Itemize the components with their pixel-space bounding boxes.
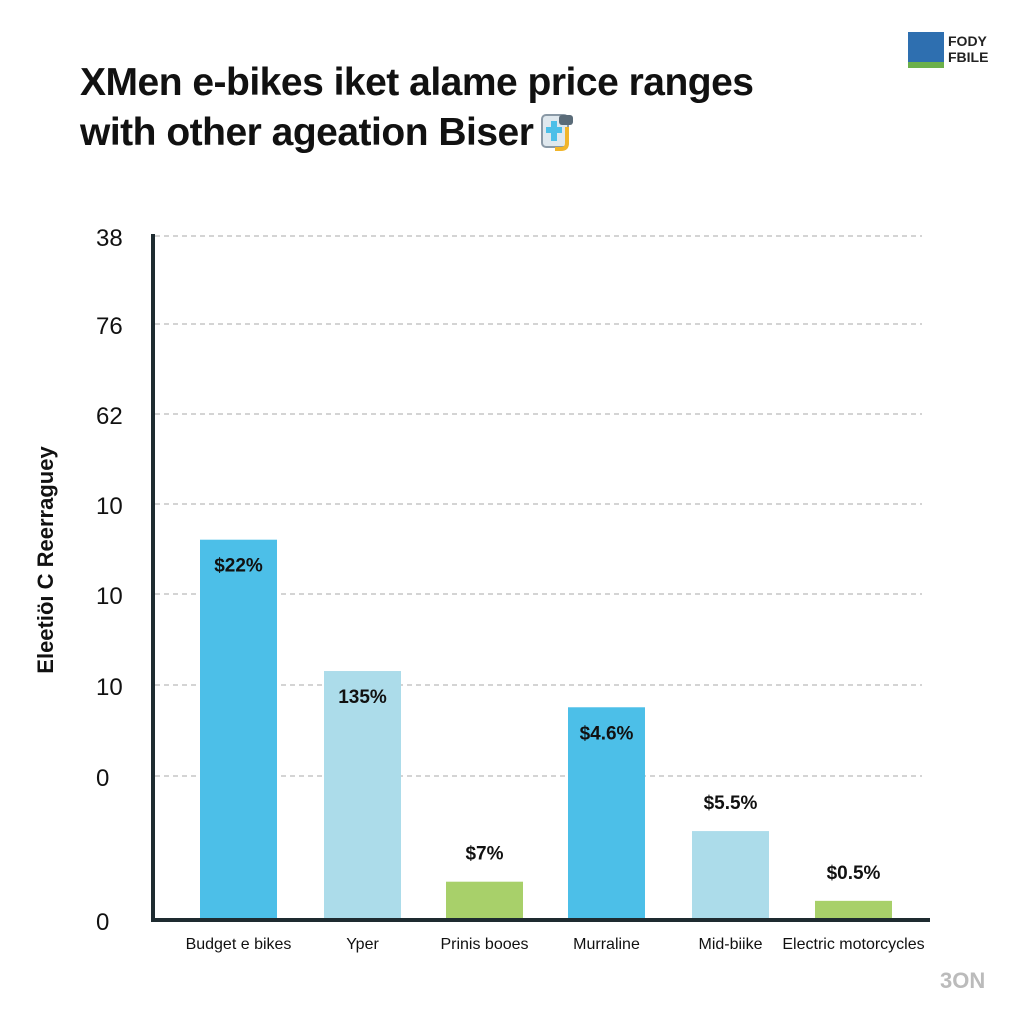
x-tick-label: Mid-biike	[698, 936, 762, 953]
y-tick-label: 0	[96, 765, 109, 792]
watermark: 3ON	[940, 968, 986, 993]
y-tick-label: 10	[96, 583, 123, 610]
bar-value-label: $0.5%	[827, 863, 881, 884]
y-tick-label: 62	[96, 403, 123, 430]
bar	[815, 900, 892, 920]
logo-line-2: FBILE	[948, 49, 989, 65]
bar	[692, 831, 769, 920]
bar-value-label: $4.6%	[580, 723, 634, 744]
brand-logo: FODY FBILE	[908, 32, 998, 68]
y-tick-label: 10	[96, 493, 123, 520]
logo-line-1: FODY	[948, 33, 987, 49]
bar	[446, 881, 523, 920]
y-tick-label: 10	[96, 674, 123, 701]
logo-mark-icon	[908, 32, 944, 68]
bar	[200, 539, 277, 920]
bar-value-label: $7%	[465, 844, 503, 865]
bar-value-label: 135%	[338, 687, 387, 708]
y-tick-label: 76	[96, 313, 123, 340]
bar	[568, 707, 645, 920]
x-tick-label: Budget e bikes	[186, 936, 292, 953]
x-tick-label: Prinis booes	[440, 936, 528, 953]
chart-title: XMen e-bikes iket alame price ranges wit…	[80, 58, 754, 158]
y-tick-label: 38	[96, 225, 123, 252]
bar-value-label: $5.5%	[704, 793, 758, 814]
title-line-2: with other ageation Biser	[80, 111, 534, 154]
x-tick-label: Murraline	[573, 936, 640, 953]
app-badge-icon	[541, 114, 574, 151]
bar-value-label: $22%	[214, 556, 263, 577]
y-tick-label: 0	[96, 909, 109, 936]
x-tick-label: Electric motorcycles	[782, 936, 924, 953]
bar	[324, 671, 401, 920]
x-tick-label: Yper	[346, 936, 379, 953]
title-line-1: XMen e-bikes iket alame price ranges	[80, 61, 754, 104]
